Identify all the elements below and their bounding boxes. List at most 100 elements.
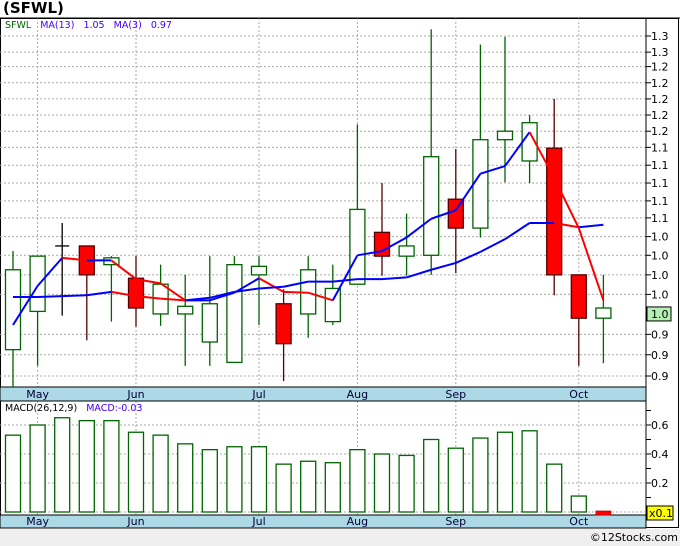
candlestick [546, 98, 563, 296]
price-tick-label: 1.1 [651, 159, 669, 172]
candlestick [275, 289, 292, 382]
ma-segment [577, 227, 605, 301]
macd-bar [201, 448, 218, 513]
candlestick [349, 124, 366, 285]
candlestick [29, 255, 46, 366]
price-tick-label: 1.1 [651, 212, 669, 225]
ma-segment [357, 250, 383, 257]
ma-segment [554, 222, 579, 229]
macd-bar [595, 510, 612, 516]
footer-background [0, 529, 680, 546]
ma-segment [479, 238, 506, 253]
candlestick [423, 29, 440, 275]
month-label: May [26, 388, 49, 401]
price-tick-label: 1.2 [651, 77, 669, 90]
ma-segment [283, 290, 309, 294]
macd-bar [177, 443, 194, 513]
legend-ma13-value: 1.05 [83, 20, 105, 31]
macd-bar [250, 446, 268, 513]
price-tick-label: 1.2 [651, 125, 669, 138]
ma-segment [110, 259, 137, 280]
price-tick-label: 1.3 [651, 30, 669, 43]
ma-segment [258, 277, 285, 293]
macd-bar [447, 447, 464, 513]
ma-line-ma3 [12, 131, 605, 326]
ma-segment [455, 250, 481, 264]
candle-body [226, 263, 243, 364]
price-tick-label: 0.9 [651, 328, 669, 341]
candlestick [152, 264, 169, 326]
ma-segment [37, 295, 63, 298]
candlestick [472, 44, 489, 238]
month-label: Sep [445, 388, 466, 401]
candle-body [496, 130, 514, 141]
price-legend: SFWL MA(13) 1.05 MA(3) 0.97 [5, 20, 172, 31]
price-tick-label: 1.0 [651, 249, 669, 262]
candle-body [29, 255, 46, 313]
macd-bar [546, 463, 563, 513]
ma-line-ma13 [13, 222, 604, 302]
candlestick [570, 274, 587, 366]
candle-body [275, 303, 292, 345]
price-tick-label: 1.0 [651, 231, 669, 244]
macd-bar [127, 431, 145, 513]
macd-bar [275, 463, 292, 513]
legend-ma3-value: 0.97 [150, 20, 172, 31]
ma-segment [504, 131, 531, 167]
month-label: Aug [347, 515, 368, 528]
candle-body [546, 147, 563, 276]
ma-segment [160, 297, 186, 302]
price-tick-label: 1.0 [651, 269, 669, 282]
macd-bar [152, 434, 169, 513]
macd-bar [423, 438, 440, 513]
ma-segment [62, 294, 87, 298]
candle-body [349, 208, 366, 285]
ma-segment [454, 173, 482, 211]
candlestick [4, 251, 22, 388]
candlestick [201, 256, 218, 366]
macd-bar [472, 437, 489, 513]
candlestick [496, 36, 514, 183]
month-label: Oct [569, 388, 589, 401]
month-label: Sep [445, 515, 466, 528]
ma-segment [12, 285, 39, 326]
date-axis-band [0, 386, 647, 402]
price-tick-label: 1.2 [651, 109, 669, 122]
month-label: May [26, 515, 49, 528]
ma-segment [430, 261, 457, 271]
candle-body [250, 265, 268, 276]
candle-body [177, 305, 194, 315]
candlestick [324, 264, 341, 325]
macd-bar [349, 448, 366, 513]
price-tick-label: 1.2 [651, 61, 669, 74]
price-tick-label: 1.1 [651, 141, 669, 154]
outer-frame [0, 18, 679, 528]
macd-bar [521, 430, 538, 513]
candle-body [4, 269, 22, 351]
price-tick-label: 0.9 [651, 370, 669, 383]
candlestick [595, 274, 612, 364]
candlestick [103, 256, 120, 322]
macd-bar [78, 419, 95, 513]
price-tick-label: 0.9 [651, 349, 669, 362]
month-label: Aug [347, 388, 368, 401]
macd-legend: MACD(26,12,9) MACD:-0.03 [5, 403, 142, 414]
candle-body [201, 303, 218, 343]
last-price-box [646, 306, 672, 322]
candle-body [423, 156, 440, 256]
ma-segment [185, 296, 210, 302]
price-tick-label: 1.2 [651, 93, 669, 106]
legend-ma3-label: MA(3) [113, 20, 142, 31]
legend-ma13-label: MA(13) [40, 20, 75, 31]
candlestick [250, 256, 268, 325]
month-label: Jul [251, 388, 265, 401]
macd-scale-box [646, 505, 674, 521]
ma-segment [405, 217, 432, 239]
ma-segment [578, 223, 604, 229]
month-label: Oct [569, 515, 589, 528]
ma-segment [135, 295, 161, 300]
candlestick [521, 115, 538, 184]
macd-tick-label: 0.2 [651, 477, 669, 490]
